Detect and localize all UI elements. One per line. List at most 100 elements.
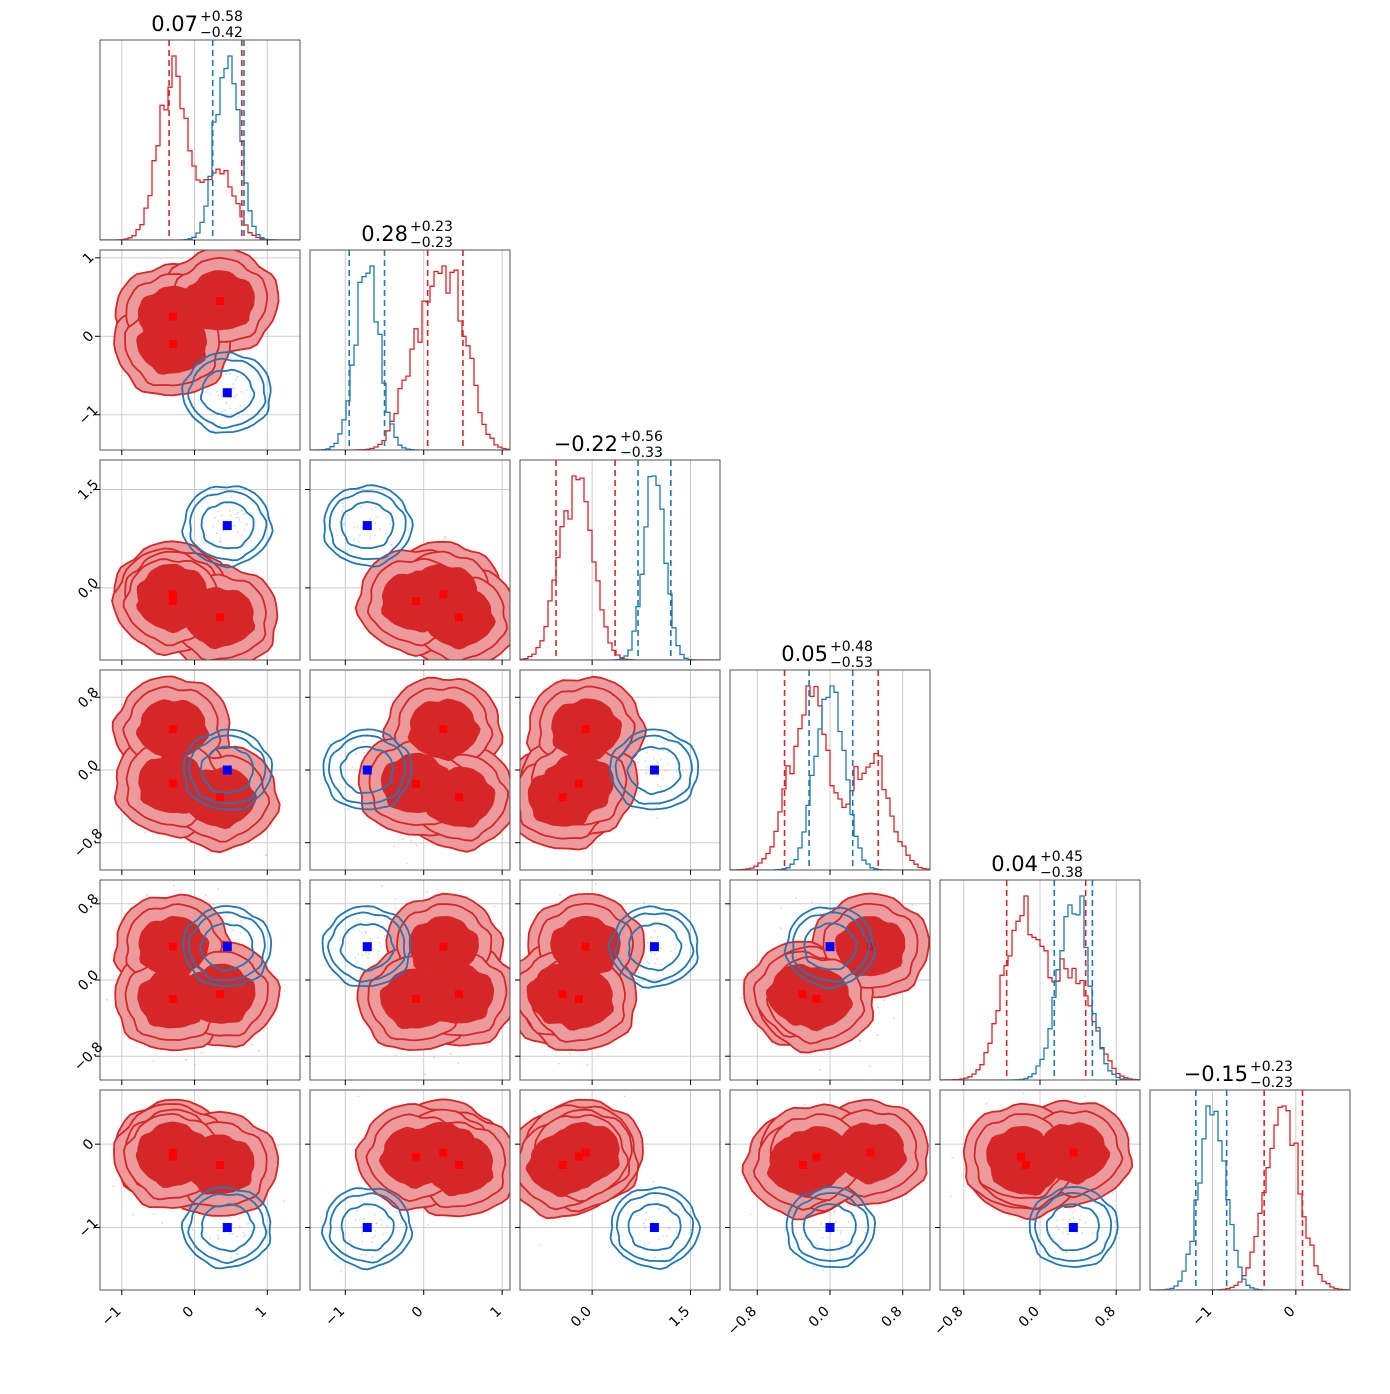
panel-content <box>520 880 720 1080</box>
param-title-plus: +0.58 <box>200 9 243 25</box>
scatter-point-blue <box>627 1212 629 1215</box>
scatter-point-blue <box>347 807 350 810</box>
marker-red <box>168 340 177 349</box>
scatter-point-blue <box>389 522 391 525</box>
scatter-point-blue <box>801 1221 804 1224</box>
scatter-point-blue <box>821 1237 824 1240</box>
scatter-point-blue <box>359 505 362 508</box>
histogram-red <box>520 475 720 660</box>
marker-blue <box>825 942 835 952</box>
scatter-point-blue <box>219 540 222 543</box>
scatter-point-red <box>172 884 175 887</box>
density-contour-blue-outer <box>609 728 700 811</box>
panel-4-2 <box>515 879 721 1085</box>
scatter-point-blue <box>819 912 822 915</box>
scatter-point-blue <box>212 903 215 906</box>
scatter-point-blue <box>1052 1237 1055 1240</box>
scatter-point-blue <box>661 777 664 780</box>
param-title-median: 0.04 <box>991 852 1038 876</box>
scatter-point-red <box>401 838 404 841</box>
density-contour-blue-inner <box>339 923 396 972</box>
param-title-minus: −0.38 <box>1040 865 1083 881</box>
scatter-point-red <box>803 1103 806 1106</box>
scatter-point-blue <box>670 979 673 982</box>
scatter-point-blue <box>660 947 662 950</box>
scatter-point-blue <box>812 1265 815 1268</box>
scatter-point-blue <box>378 1250 381 1253</box>
scatter-point-blue <box>235 394 238 396</box>
scatter-point-red <box>146 893 149 896</box>
marker-red <box>1021 1161 1030 1169</box>
scatter-point-blue <box>358 534 361 537</box>
scatter-point-blue <box>238 518 241 521</box>
param-title: 0.04 +0.45−0.38 <box>991 849 1083 881</box>
scatter-point-blue <box>644 955 647 958</box>
marker-red <box>575 995 584 1004</box>
marker-blue <box>222 388 232 398</box>
density-contour-blue-inner <box>627 922 683 972</box>
marker-red <box>866 1148 875 1157</box>
tick-label-x: 0.8 <box>878 1304 905 1331</box>
scatter-point-red <box>132 1213 135 1216</box>
density-contour-blue-outer <box>182 728 274 811</box>
scatter-point-blue <box>654 1256 656 1259</box>
scatter-point-blue <box>368 952 370 955</box>
param-title: 0.28 +0.23−0.23 <box>361 219 453 251</box>
tick-label-y: 1.5 <box>75 477 102 504</box>
scatter-point-blue <box>654 929 657 932</box>
scatter-point-red <box>951 1157 954 1159</box>
histogram-red <box>100 55 300 240</box>
tick-label-x: 1.5 <box>666 1304 693 1331</box>
scatter-point-blue <box>360 752 363 755</box>
scatter-point-red <box>283 1199 285 1202</box>
param-title-median: 0.05 <box>781 642 828 666</box>
scatter-point-blue <box>644 1243 647 1246</box>
marker-red <box>581 725 590 734</box>
scatter-point-blue <box>204 391 207 394</box>
scatter-point-blue <box>382 1232 385 1235</box>
scatter-point-blue <box>1065 1229 1068 1232</box>
marker-red <box>575 1152 584 1161</box>
scatter-point-blue <box>657 762 659 764</box>
scatter-point-red <box>204 894 207 897</box>
scatter-point-blue <box>360 1226 363 1228</box>
marker-blue <box>649 765 659 775</box>
scatter-point-red <box>859 1040 861 1042</box>
scatter-point-blue <box>239 932 242 935</box>
panel-3-2 <box>515 669 721 875</box>
panel-4-4: 0.04 +0.45−0.38 <box>939 849 1141 1085</box>
scatter-point-red <box>415 844 418 847</box>
scatter-point-blue <box>361 526 364 529</box>
scatter-point-red <box>405 862 408 865</box>
scatter-point-blue <box>678 1209 680 1212</box>
scatter-point-blue <box>650 936 652 939</box>
scatter-point-blue <box>655 816 658 819</box>
scatter-point-blue <box>621 1234 623 1237</box>
scatter-point-blue <box>217 394 220 397</box>
scatter-point-red <box>512 1164 514 1166</box>
scatter-point-blue <box>208 393 211 395</box>
scatter-point-blue <box>347 548 350 551</box>
scatter-point-red <box>152 1212 155 1215</box>
marker-blue <box>362 765 372 775</box>
scatter-point-blue <box>850 1214 852 1217</box>
scatter-point-blue <box>365 932 368 935</box>
density-contour-blue-outer <box>785 1185 877 1269</box>
panel-content <box>730 670 930 870</box>
scatter-point-blue <box>386 1217 389 1219</box>
scatter-point-blue <box>371 508 374 511</box>
param-title: −0.22 +0.56−0.33 <box>554 429 663 461</box>
scatter-point-red <box>949 976 951 978</box>
scatter-point-blue <box>1071 1211 1074 1214</box>
scatter-point-blue <box>217 510 220 512</box>
scatter-point-blue <box>375 516 378 518</box>
histogram-blue <box>520 475 720 660</box>
scatter-point-blue <box>211 1255 214 1258</box>
scatter-point-blue <box>191 1228 194 1231</box>
scatter-point-blue <box>217 1236 220 1239</box>
marker-red <box>866 942 875 951</box>
density-contour-blue-inner <box>340 501 395 550</box>
scatter-point-blue <box>656 783 659 786</box>
scatter-point-blue <box>219 537 222 540</box>
marker-blue <box>362 942 372 952</box>
